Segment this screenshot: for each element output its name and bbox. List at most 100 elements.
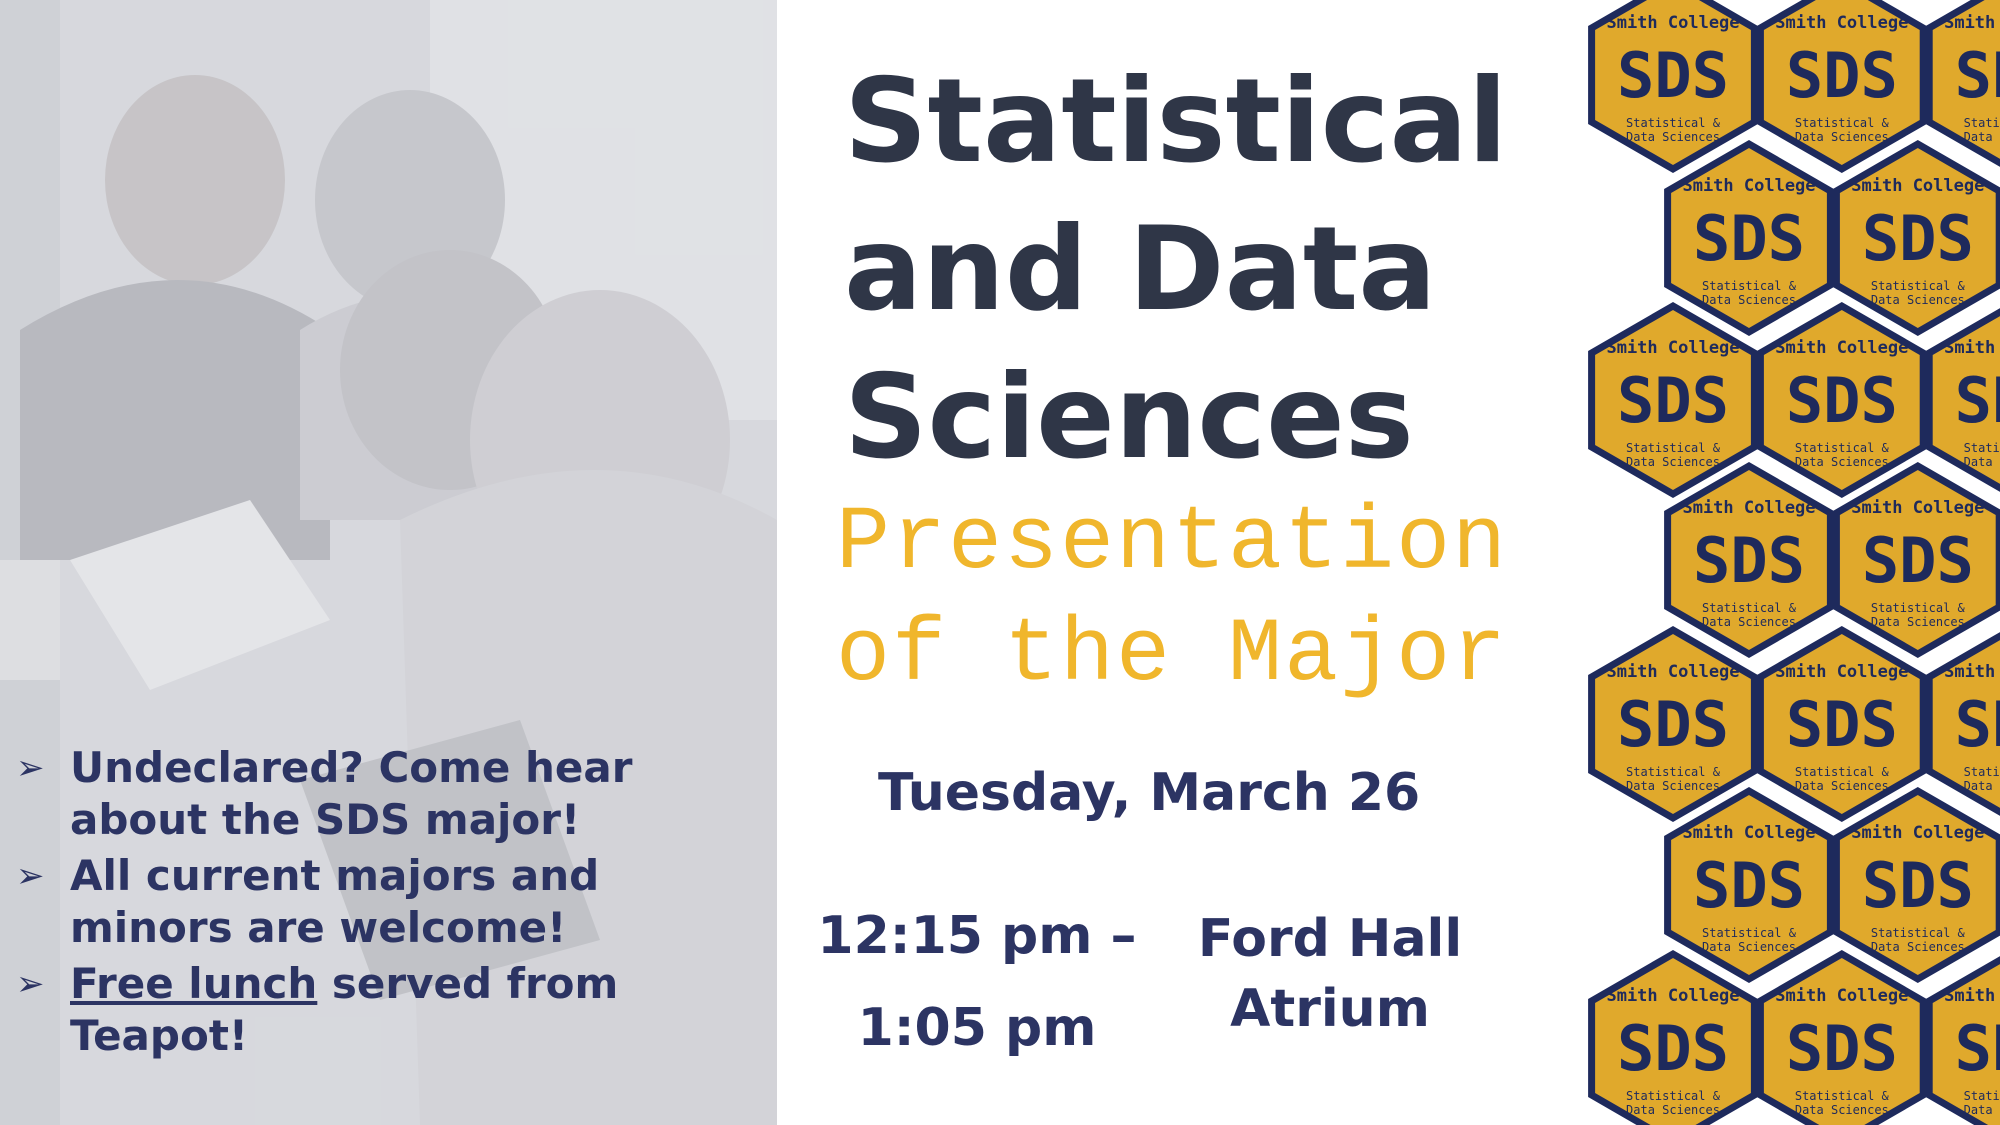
sticker-bottom-text: Statistical &: [1626, 441, 1721, 455]
event-time: 12:15 pm – 1:05 pm: [812, 890, 1142, 1074]
sds-sticker: Smith College SDS Statistical &Data Scienc…: [1925, 632, 2000, 816]
sticker-bottom-text: Data Sciences: [1964, 779, 2000, 793]
sticker-bottom-text: Data Sciences: [1795, 455, 1889, 469]
sds-sticker: Smith College SDS Statistical &Data Scienc…: [1756, 301, 1927, 499]
sticker-bottom-text: Statistical &: [1964, 1089, 2000, 1103]
sticker-top-text: Smith College: [1775, 13, 1908, 33]
hexagon-shape: [1664, 786, 1834, 984]
sticker-main-text: SDS: [1786, 39, 1898, 112]
title-line: Statistical: [844, 54, 1508, 189]
sticker-bottom-text: Statistical &: [1702, 926, 1797, 940]
bullet-text: All current majors and minors are welcom…: [70, 851, 600, 952]
sticker-bottom-text: Data Sciences: [1702, 940, 1796, 954]
sticker-bottom-text: Data Sciences: [1964, 1103, 2000, 1117]
hexagon-shape: [1756, 625, 1927, 823]
sticker-top-text: Smith College: [1775, 338, 1908, 358]
hexagon-shape: [1925, 0, 2000, 167]
sticker-bottom-text: Data Sciences: [1795, 130, 1889, 144]
arrowhead-icon: ➢: [16, 856, 45, 896]
sds-sticker: Smith College SDS Statistical &Data Scienc…: [1588, 301, 1758, 499]
sticker-main-text: SDS: [1693, 849, 1805, 922]
hexagon-shape: [1588, 0, 1758, 174]
sticker-bottom-text: Data Sciences: [1626, 455, 1720, 469]
sticker-top-text: Smith College: [1944, 338, 2000, 358]
sticker-bottom-text: Data Sciences: [1964, 130, 2000, 144]
bullet-list: ➢ Undeclared? Come hear about the SDS ma…: [16, 742, 776, 1066]
photo-overlay: [0, 0, 777, 1125]
sticker-bottom-text: Data Sciences: [1626, 779, 1720, 793]
hexagon-shape: [1756, 0, 1927, 174]
hexagon-shape: [1756, 949, 1927, 1125]
sticker-bottom-text: Statistical &: [1626, 1089, 1721, 1103]
sticker-bottom-text: Statistical &: [1964, 765, 2000, 779]
sticker-top-text: Smith College: [1606, 662, 1739, 682]
free-lunch-text: Free lunch: [70, 959, 318, 1008]
sticker-bottom-text: Data Sciences: [1702, 293, 1796, 307]
hexagon-shape: [1832, 461, 2000, 659]
sticker-bottom-text: Data Sciences: [1702, 615, 1796, 629]
hexagon-shape: [1664, 139, 1834, 337]
sticker-bottom-text: Data Sciences: [1626, 1103, 1720, 1117]
sticker-bottom-text: Statistical &: [1871, 926, 1966, 940]
hexagon-shape: [1925, 956, 2000, 1125]
sticker-main-text: SDS: [1786, 1012, 1898, 1085]
sticker-main-text: SDS: [1955, 688, 2000, 761]
sticker-bottom-text: Data Sciences: [1964, 455, 2000, 469]
hexagon-shape: [1588, 625, 1758, 823]
sds-sticker: Smith College SDS Statistical &Data Scienc…: [1756, 0, 1927, 174]
sticker-top-text: Smith College: [1851, 176, 1984, 196]
sticker-main-text: SDS: [1862, 202, 1974, 275]
hexagon-shape: [1588, 949, 1758, 1125]
sds-sticker: Smith College SDS Statistical &Data Scienc…: [1832, 461, 2000, 659]
sticker-bottom-text: Statistical &: [1702, 601, 1797, 615]
hexagon-shape: [1925, 308, 2000, 492]
sticker-bottom-text: Data Sciences: [1871, 615, 1965, 629]
bullet-item: ➢ Undeclared? Come hear about the SDS ma…: [16, 742, 776, 846]
sticker-bottom-text: Data Sciences: [1795, 779, 1889, 793]
bullet-text: served from Teapot!: [70, 959, 619, 1060]
subtitle-line: of the Major: [836, 605, 1509, 707]
sticker-top-text: Smith College: [1606, 338, 1739, 358]
location-line: Atrium: [1230, 979, 1430, 1039]
sds-sticker: Smith College SDS Statistical &Data Scienc…: [1832, 786, 2000, 984]
hexagon-shape: [1925, 632, 2000, 816]
hexagon-shape: [1832, 139, 2000, 337]
sticker-bottom-text: Data Sciences: [1626, 130, 1720, 144]
event-date: Tuesday, March 26: [878, 763, 1421, 823]
subtitle-line: Presentation: [836, 493, 1509, 595]
sticker-main-text: SDS: [1862, 849, 1974, 922]
location-line: Ford Hall: [1197, 909, 1463, 969]
sticker-bottom-text: Data Sciences: [1871, 940, 1965, 954]
sticker-top-text: Smith College: [1682, 823, 1815, 843]
event-subtitle: Presentation of the Major: [836, 488, 1556, 712]
hexagon-shape: [1756, 301, 1927, 499]
time-start: 12:15 pm –: [817, 906, 1137, 966]
event-title: Statistical and Data Sciences: [844, 48, 1584, 492]
bullet-item: ➢ All current majors and minors are welc…: [16, 850, 776, 954]
hexagon-shape: [1832, 786, 2000, 984]
sticker-main-text: SDS: [1955, 39, 2000, 112]
sds-sticker: Smith College SDS Statistical &Data Scienc…: [1756, 625, 1927, 823]
sds-sticker: Smith College SDS Statistical &Data Scienc…: [1832, 139, 2000, 337]
sticker-main-text: SDS: [1617, 1012, 1729, 1085]
sticker-main-text: SDS: [1786, 688, 1898, 761]
sticker-main-text: SDS: [1617, 364, 1729, 437]
time-end: 1:05 pm: [857, 998, 1097, 1058]
sticker-bottom-text: Statistical &: [1964, 116, 2000, 130]
sds-sticker: Smith College SDS Statistical &Data Scienc…: [1756, 949, 1927, 1125]
sds-sticker: Smith College SDS Statistical &Data Scienc…: [1664, 786, 1834, 984]
sticker-bottom-text: Statistical &: [1795, 441, 1890, 455]
arrowhead-icon: ➢: [16, 964, 45, 1004]
sds-sticker: Smith College SDS Statistical &Data Scienc…: [1588, 949, 1758, 1125]
sticker-top-text: Smith College: [1944, 13, 2000, 33]
sticker-bottom-text: Statistical &: [1795, 765, 1890, 779]
sticker-main-text: SDS: [1617, 688, 1729, 761]
sticker-bottom-text: Statistical &: [1702, 279, 1797, 293]
photo-panel: ➢ Undeclared? Come hear about the SDS ma…: [0, 0, 777, 1125]
sds-sticker: Smith College SDS Statistical &Data Scienc…: [1588, 625, 1758, 823]
sticker-bottom-text: Statistical &: [1795, 116, 1890, 130]
sds-sticker: Smith College SDS Statistical &Data Scienc…: [1664, 461, 1834, 659]
sticker-bottom-text: Data Sciences: [1795, 1103, 1889, 1117]
sticker-bottom-text: Statistical &: [1626, 116, 1721, 130]
